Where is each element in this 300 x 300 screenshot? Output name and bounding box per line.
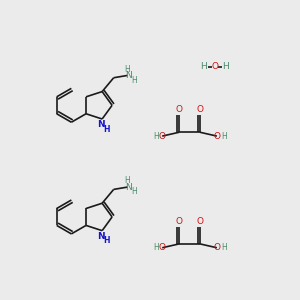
Text: O: O (176, 217, 183, 226)
Text: N: N (125, 183, 132, 192)
Text: H: H (222, 62, 229, 71)
Text: H: H (132, 76, 137, 85)
Text: O: O (196, 217, 203, 226)
Text: O: O (213, 132, 220, 141)
Text: H: H (221, 243, 227, 252)
Text: O: O (196, 105, 203, 114)
Text: O: O (159, 243, 166, 252)
Text: H: H (124, 176, 130, 185)
Text: N: N (98, 232, 105, 241)
Text: H: H (103, 124, 110, 134)
Text: O: O (176, 105, 183, 114)
Text: H: H (153, 243, 159, 252)
Text: N: N (125, 71, 132, 80)
Text: H: H (153, 132, 159, 141)
Text: H: H (132, 187, 137, 196)
Text: H: H (103, 236, 110, 245)
Text: O: O (211, 62, 218, 71)
Text: O: O (213, 243, 220, 252)
Text: H: H (200, 62, 207, 71)
Text: H: H (221, 132, 227, 141)
Text: O: O (159, 132, 166, 141)
Text: H: H (124, 65, 130, 74)
Text: N: N (98, 120, 105, 129)
